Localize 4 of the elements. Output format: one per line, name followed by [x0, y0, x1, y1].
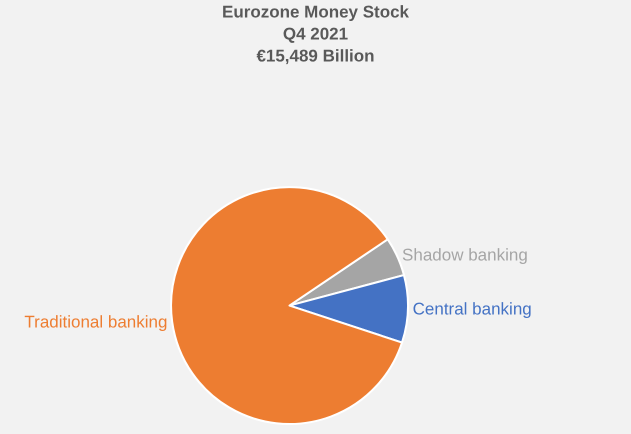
slice-label: Shadow banking	[402, 245, 528, 264]
slice-label: Central banking	[412, 299, 532, 318]
chart-title: Eurozone Money Stock Q4 2021 €15,489 Billion	[222, 2, 410, 66]
slice-label: Traditional banking	[24, 312, 168, 332]
